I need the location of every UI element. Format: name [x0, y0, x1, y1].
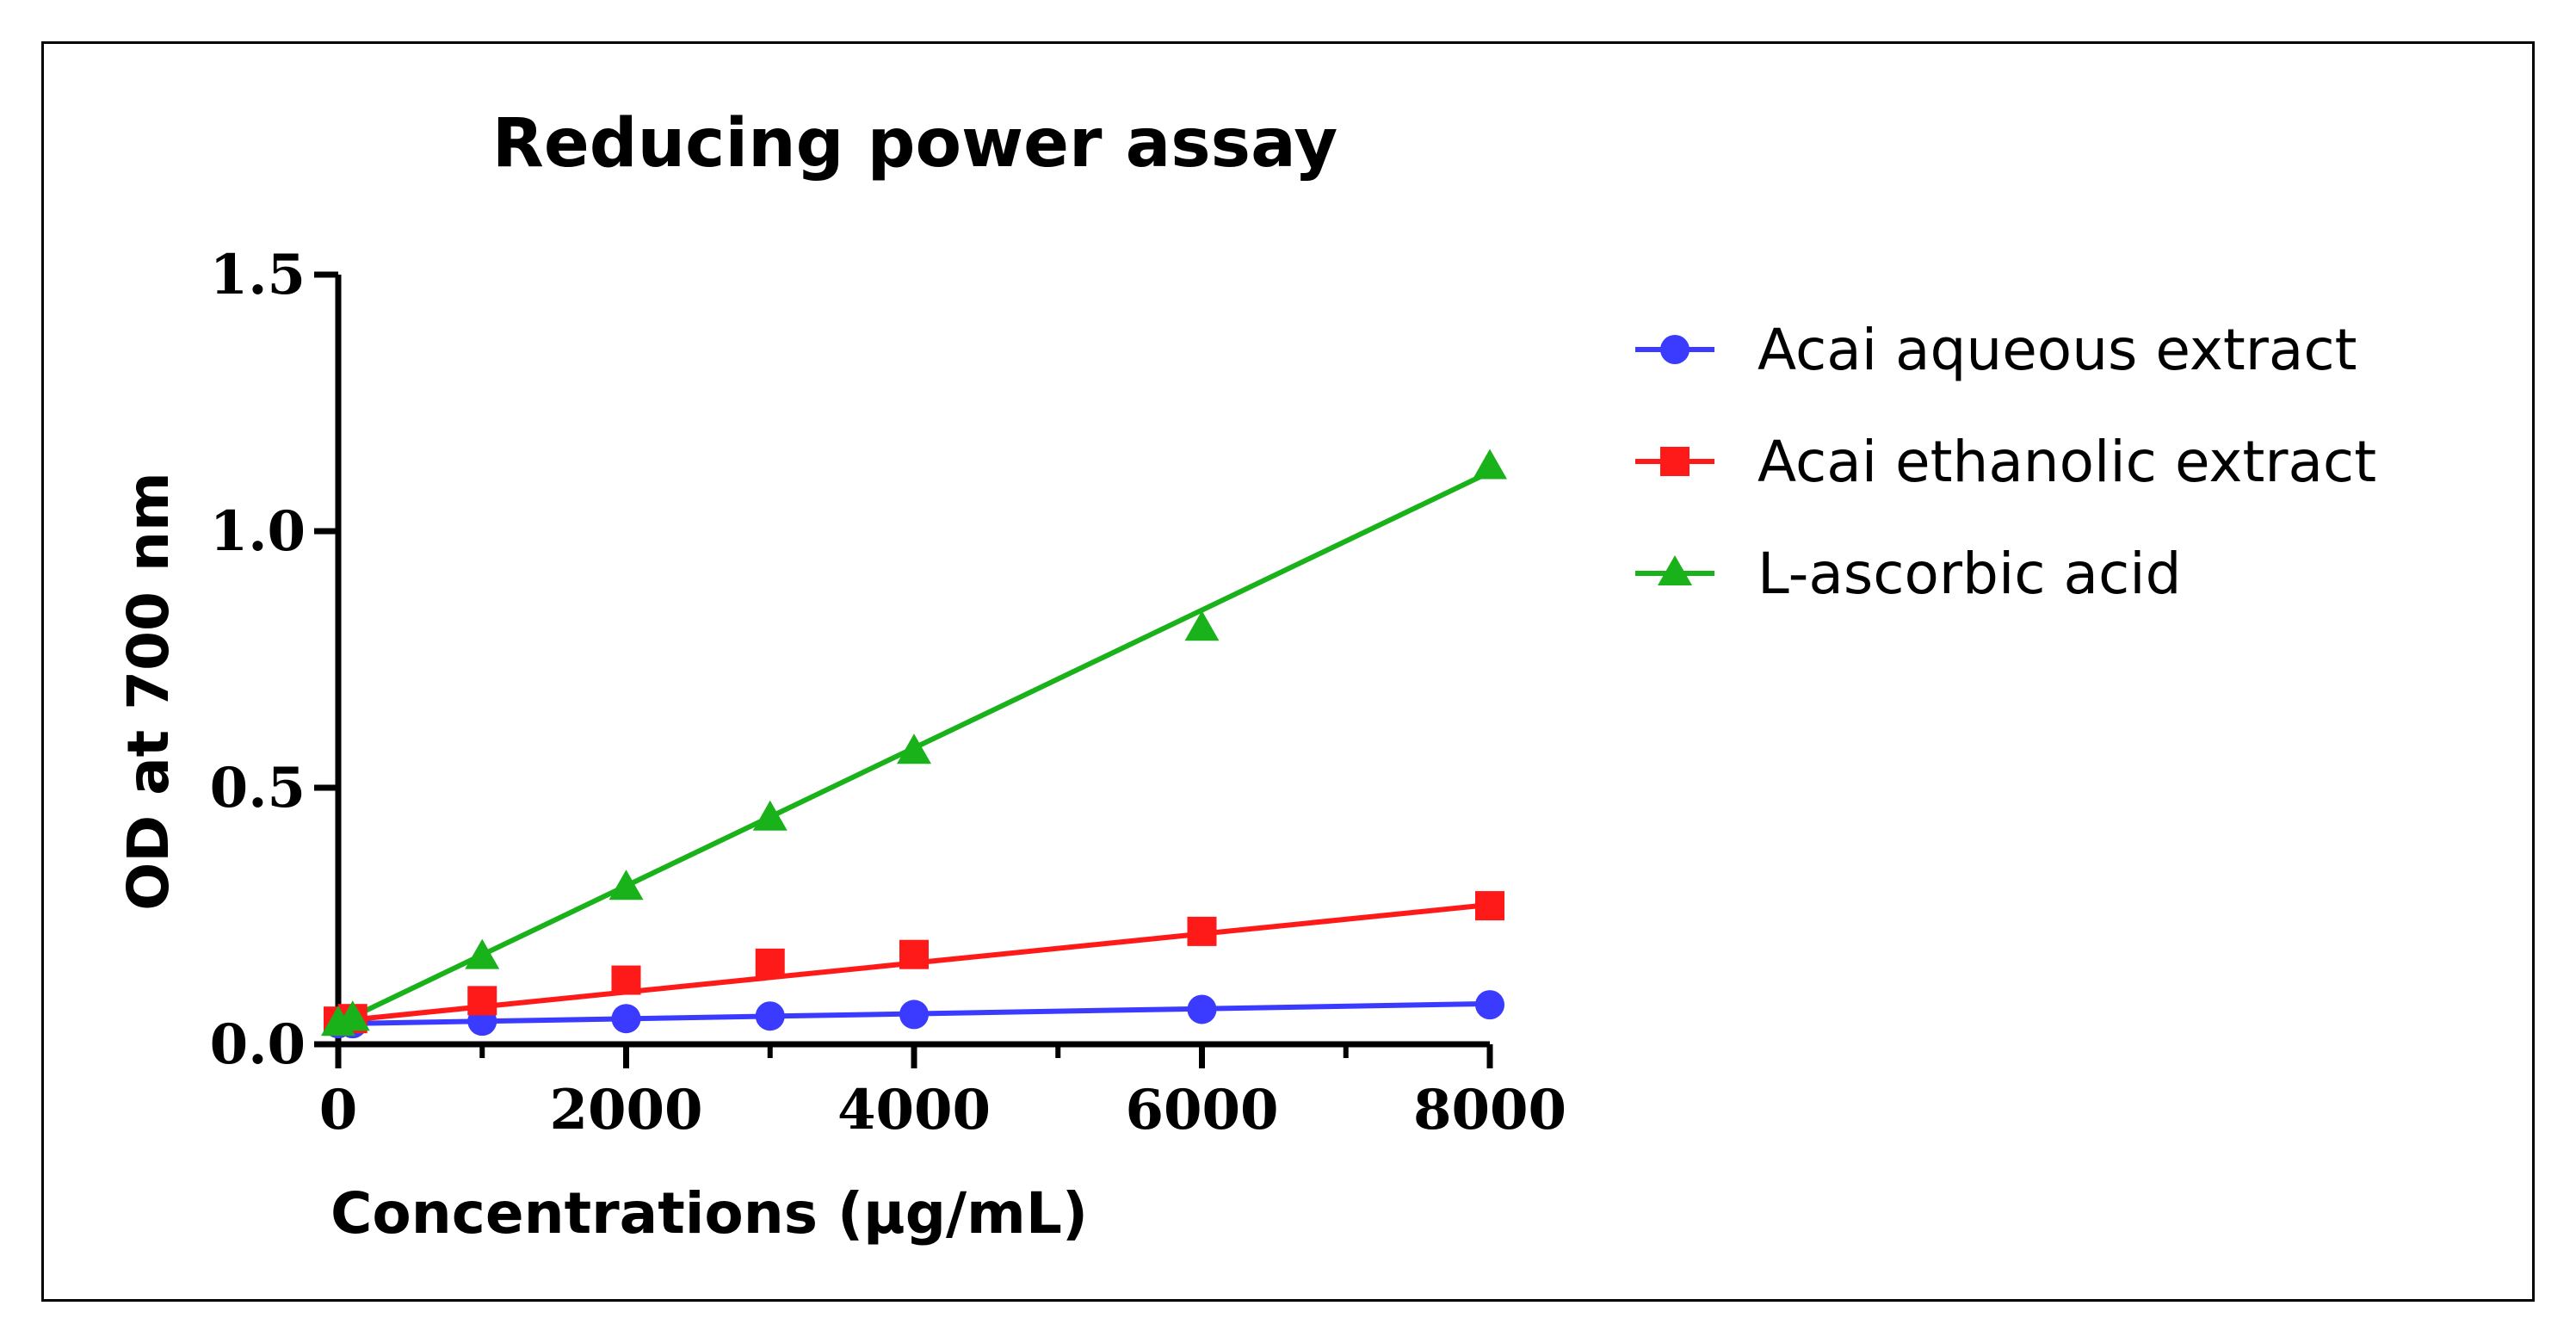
y-tick-label: 0.5 [210, 756, 306, 820]
data-point-series-1 [611, 1004, 641, 1034]
data-point-series-2 [1187, 916, 1217, 946]
legend-item: L-ascorbic acid [1635, 541, 2182, 607]
y-tick-label: 0.0 [210, 1012, 306, 1077]
legend-marker [1660, 335, 1690, 364]
data-point-series-2 [467, 986, 497, 1016]
legend-label: L-ascorbic acid [1757, 541, 2182, 607]
legend-item: Acai aqueous extract [1635, 317, 2357, 383]
data-point-series-3 [465, 938, 500, 969]
x-tick-label: 2000 [549, 1078, 702, 1142]
legend-item: Acai ethanolic extract [1635, 429, 2376, 495]
data-point-series-3 [335, 1000, 370, 1031]
plot-area: 0.0 0.5 1.0 1.5 0 2000 4000 6000 8000 [210, 243, 1566, 1142]
data-point-series-1 [1187, 994, 1217, 1024]
x-axis-label: Concentrations (μg/mL) [330, 1180, 1088, 1247]
legend-marker [1658, 555, 1692, 585]
data-point-series-3 [752, 800, 788, 831]
x-tick-label: 0 [319, 1078, 358, 1142]
legend-marker [1660, 447, 1690, 476]
data-point-series-2 [611, 965, 641, 995]
data-point-series-1 [755, 1001, 785, 1031]
chart-title: Reducing power assay [492, 105, 1337, 183]
data-point-series-2 [1475, 891, 1504, 921]
data-point-series-3 [608, 870, 644, 900]
y-tick-label: 1.5 [210, 243, 306, 307]
data-point-series-3 [1184, 610, 1220, 641]
x-tick-label: 8000 [1413, 1078, 1566, 1142]
x-tick-label: 4000 [837, 1078, 991, 1142]
x-tick-label: 6000 [1125, 1078, 1278, 1142]
data-point-series-1 [899, 1000, 929, 1030]
y-tick-label: 1.0 [210, 499, 306, 564]
legend-label: Acai ethanolic extract [1757, 429, 2376, 495]
data-point-series-3 [897, 733, 931, 764]
legend-label: Acai aqueous extract [1757, 317, 2357, 383]
data-point-series-1 [1475, 990, 1504, 1020]
data-point-series-3 [1473, 449, 1507, 480]
data-point-series-2 [899, 939, 929, 969]
y-axis-label: OD at 700 nm [115, 472, 182, 910]
figure-frame [41, 41, 2535, 1302]
legend: Acai aqueous extract Acai ethanolic extra… [1635, 317, 2376, 607]
data-point-series-2 [755, 948, 785, 978]
